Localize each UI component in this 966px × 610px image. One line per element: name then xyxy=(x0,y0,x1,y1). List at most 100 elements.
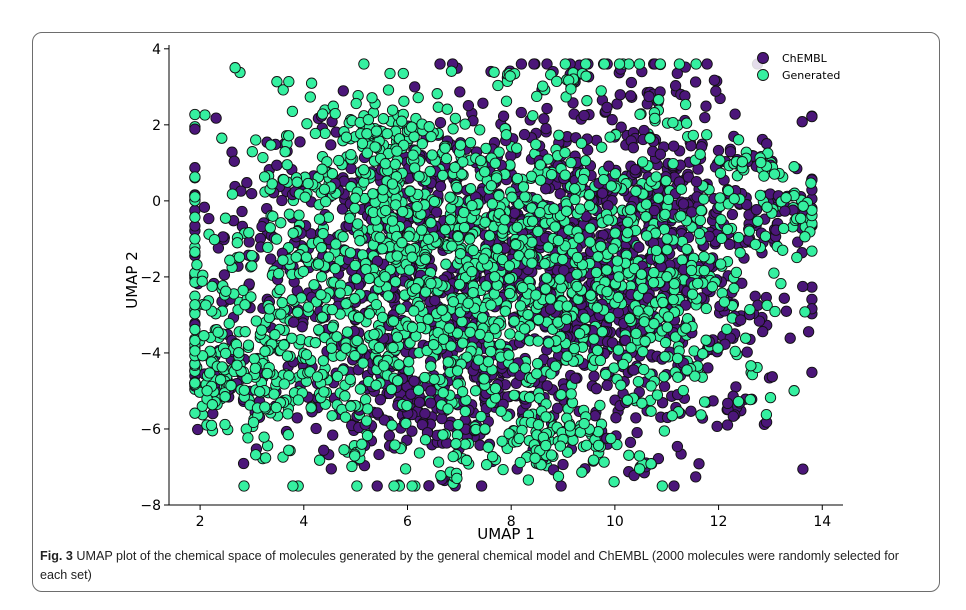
point-generated xyxy=(545,449,558,461)
point-generated xyxy=(265,139,277,151)
point-generated xyxy=(608,476,620,488)
point-generated xyxy=(401,399,413,412)
point-generated xyxy=(514,456,526,469)
point-generated xyxy=(452,230,464,243)
point-generated xyxy=(641,230,653,242)
point-generated xyxy=(549,360,562,372)
point-generated xyxy=(602,214,614,226)
point-generated xyxy=(510,238,522,251)
point-generated xyxy=(739,332,752,344)
point-generated xyxy=(591,302,603,314)
point-generated xyxy=(444,214,457,226)
point-generated xyxy=(447,123,459,135)
point-generated xyxy=(323,251,335,263)
point-generated xyxy=(231,359,243,371)
point-generated xyxy=(397,205,409,218)
point-generated xyxy=(208,233,221,246)
point-generated xyxy=(637,156,649,168)
point-generated xyxy=(697,348,709,360)
point-chembl xyxy=(643,90,655,103)
x-tick-label: 10 xyxy=(606,514,624,530)
point-generated xyxy=(416,138,428,150)
point-generated xyxy=(540,439,552,452)
point-generated xyxy=(286,105,299,118)
point-generated xyxy=(276,296,288,309)
point-generated xyxy=(368,328,380,341)
point-chembl xyxy=(383,430,396,442)
point-generated xyxy=(609,227,621,239)
point-generated xyxy=(454,139,467,151)
point-chembl xyxy=(371,407,384,419)
point-generated xyxy=(769,305,781,318)
point-generated xyxy=(545,168,558,181)
point-chembl xyxy=(712,144,725,157)
point-generated xyxy=(386,215,399,227)
point-generated xyxy=(466,199,478,212)
point-generated xyxy=(250,134,262,146)
point-generated xyxy=(386,178,399,190)
point-generated xyxy=(423,121,435,133)
point-generated xyxy=(313,324,325,336)
point-generated xyxy=(795,212,807,225)
point-generated xyxy=(376,311,389,324)
point-generated xyxy=(565,388,577,400)
point-generated xyxy=(345,400,357,412)
point-generated xyxy=(648,266,660,279)
point-chembl xyxy=(757,325,769,338)
point-chembl xyxy=(689,76,702,88)
point-generated xyxy=(698,264,710,277)
point-generated xyxy=(413,447,426,459)
point-generated xyxy=(511,142,523,154)
point-generated xyxy=(326,303,338,316)
point-generated xyxy=(504,287,516,300)
point-generated xyxy=(447,296,459,308)
point-chembl xyxy=(806,110,818,123)
point-generated xyxy=(302,177,314,190)
point-generated xyxy=(526,215,539,227)
point-generated xyxy=(598,58,610,70)
point-generated xyxy=(519,323,531,335)
point-generated xyxy=(393,359,405,371)
point-generated xyxy=(522,309,534,321)
point-generated xyxy=(449,112,462,125)
point-generated xyxy=(432,456,445,468)
point-generated xyxy=(350,273,363,285)
point-generated xyxy=(768,168,781,180)
point-generated xyxy=(356,438,368,450)
point-generated xyxy=(361,415,373,427)
point-generated xyxy=(406,480,418,492)
point-chembl xyxy=(729,108,741,120)
point-generated xyxy=(458,221,471,234)
point-generated xyxy=(649,112,661,125)
point-generated xyxy=(681,243,693,255)
point-generated xyxy=(450,438,462,450)
point-chembl xyxy=(337,85,349,97)
point-generated xyxy=(378,360,390,372)
point-generated xyxy=(398,95,410,107)
point-generated xyxy=(497,223,509,235)
point-generated xyxy=(639,335,651,347)
point-generated xyxy=(662,311,674,323)
point-chembl xyxy=(371,480,383,492)
point-generated xyxy=(442,403,454,415)
point-generated xyxy=(464,326,476,338)
point-generated xyxy=(443,322,455,334)
point-generated xyxy=(279,146,291,158)
point-generated xyxy=(508,362,520,374)
point-generated xyxy=(714,154,726,166)
point-generated xyxy=(377,184,389,196)
point-generated xyxy=(419,371,431,384)
point-generated xyxy=(526,257,538,269)
point-chembl xyxy=(701,58,713,70)
point-chembl xyxy=(462,99,475,112)
point-generated xyxy=(475,154,487,167)
point-generated xyxy=(238,384,250,396)
x-tick-label: 4 xyxy=(299,514,308,530)
point-generated xyxy=(695,204,707,217)
point-chembl xyxy=(596,187,609,199)
point-generated xyxy=(428,373,440,385)
point-generated xyxy=(233,251,246,263)
point-generated xyxy=(630,185,642,197)
point-generated xyxy=(788,385,800,397)
point-generated xyxy=(680,322,692,334)
